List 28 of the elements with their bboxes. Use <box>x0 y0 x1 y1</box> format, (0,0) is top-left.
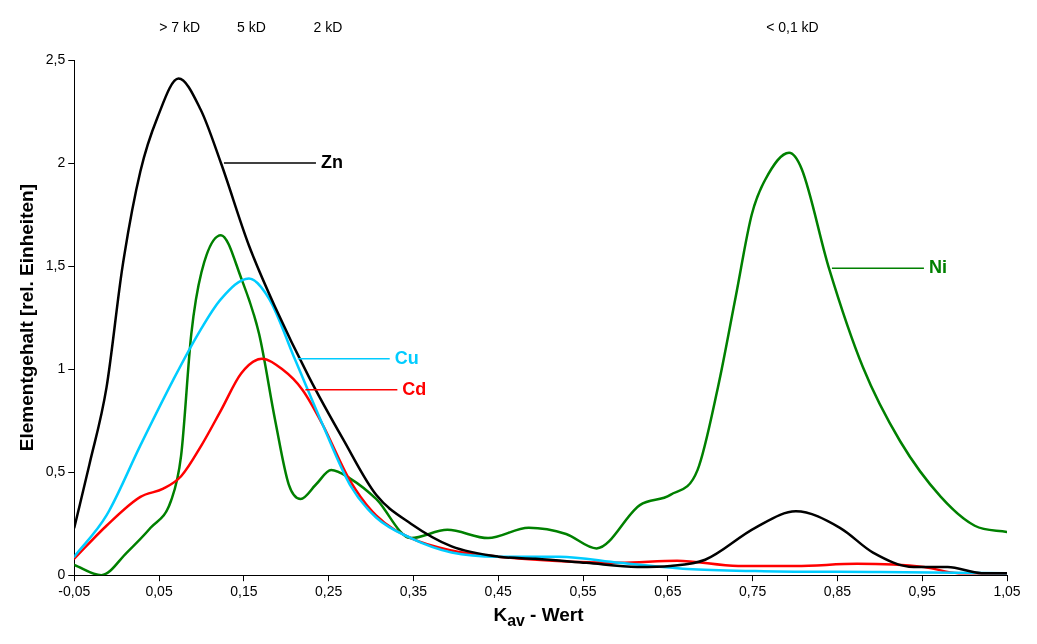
x-tick-label: 0,25 <box>315 583 343 600</box>
text: > 7 kD <box>159 18 201 35</box>
text: Cd <box>402 378 427 399</box>
y-tick-label: 1,5 <box>45 256 66 273</box>
text: Zn <box>320 152 343 173</box>
x-tick-label: 0,15 <box>230 583 258 600</box>
text: 2 kD <box>313 18 343 35</box>
x-tick-label: 0,05 <box>145 583 173 600</box>
x-tick-label: 0,65 <box>654 583 682 600</box>
x-tick-label: 1,05 <box>993 583 1021 600</box>
y-tick-label: 0,5 <box>45 463 66 480</box>
text: 5 kD <box>237 18 266 35</box>
y-tick-label: 2,5 <box>45 50 66 67</box>
y-axis-title: Elementgehalt [rel. Einheiten] <box>15 184 37 452</box>
x-tick-label: 0,35 <box>399 583 428 600</box>
text: Cu <box>394 347 419 368</box>
text: Ni <box>928 257 947 278</box>
x-tick-label: 0,75 <box>738 583 767 600</box>
x-tick-label: 0,95 <box>908 583 937 600</box>
x-tick-label: -0,05 <box>58 583 91 600</box>
y-tick-label: 2 <box>57 153 66 170</box>
x-tick-label: 0,55 <box>569 583 597 600</box>
text: < 0,1 kD <box>766 18 819 35</box>
y-tick-label: 0 <box>57 566 66 583</box>
x-axis-title: K$_{av}$ - Wert <box>492 604 585 630</box>
x-tick-label: 0,85 <box>823 583 852 600</box>
y-tick-label: 1 <box>57 359 66 376</box>
x-tick-label: 0,45 <box>484 583 513 600</box>
